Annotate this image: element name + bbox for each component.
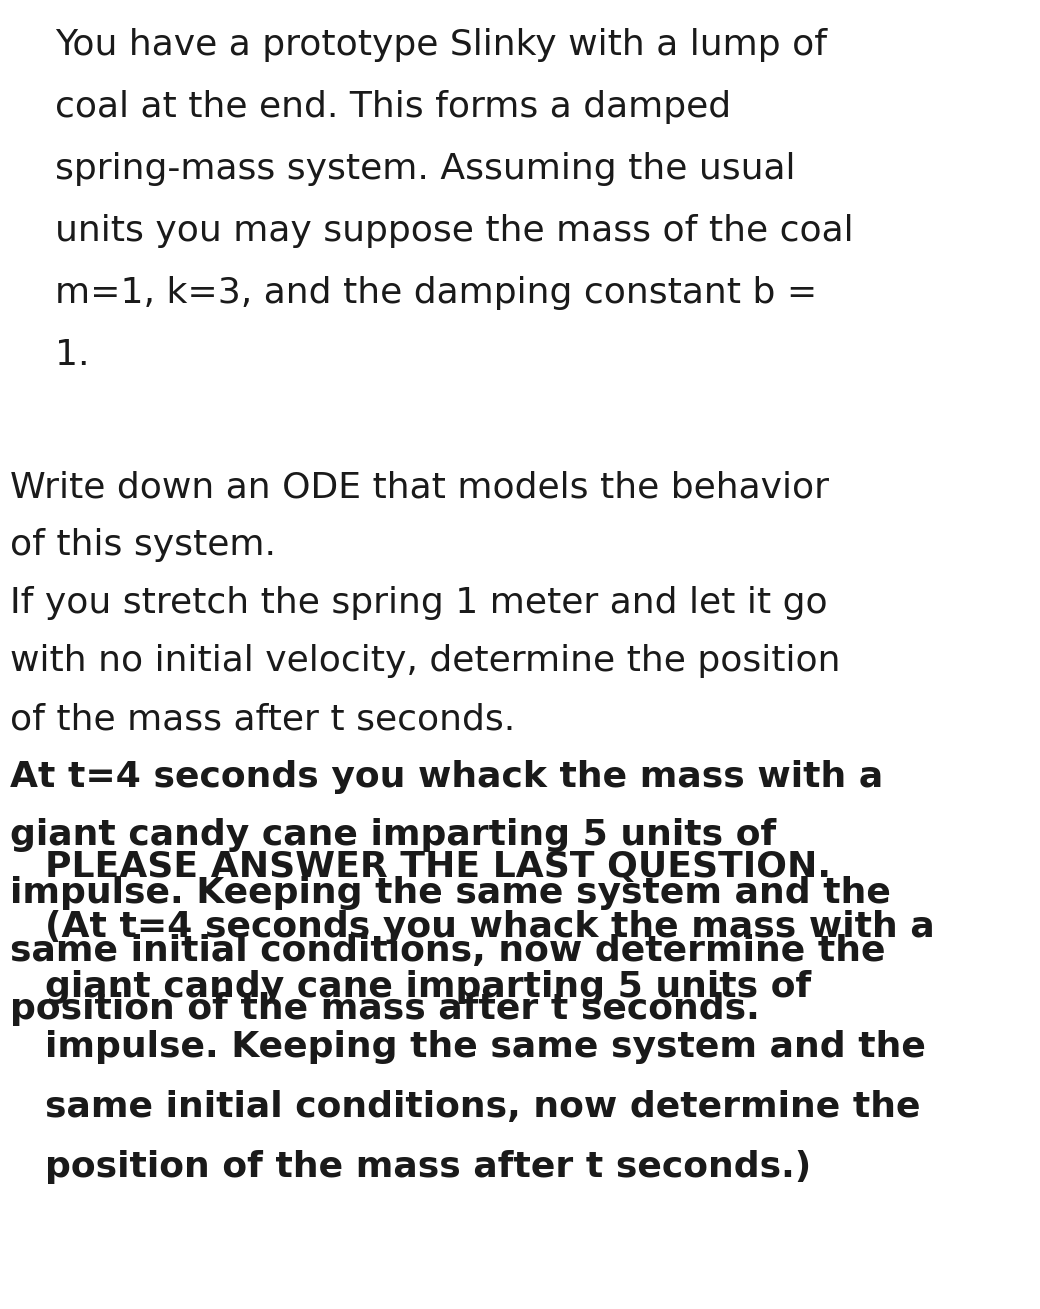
Text: giant candy cane imparting 5 units of: giant candy cane imparting 5 units of: [10, 818, 776, 852]
Text: PLEASE ANSWER THE LAST QUESTION.: PLEASE ANSWER THE LAST QUESTION.: [45, 850, 831, 884]
Text: same initial conditions, now determine the: same initial conditions, now determine t…: [10, 935, 885, 967]
Text: same initial conditions, now determine the: same initial conditions, now determine t…: [45, 1090, 920, 1124]
Text: position of the mass after t seconds.): position of the mass after t seconds.): [45, 1151, 811, 1185]
Text: units you may suppose the mass of the coal: units you may suppose the mass of the co…: [55, 213, 854, 247]
Text: impulse. Keeping the same system and the: impulse. Keeping the same system and the: [45, 1030, 926, 1064]
Text: coal at the end. This forms a damped: coal at the end. This forms a damped: [55, 90, 731, 124]
Text: Write down an ODE that models the behavior: Write down an ODE that models the behavi…: [10, 470, 829, 504]
Text: If you stretch the spring 1 meter and let it go: If you stretch the spring 1 meter and le…: [10, 586, 828, 620]
Text: impulse. Keeping the same system and the: impulse. Keeping the same system and the: [10, 876, 891, 910]
Text: position of the mass after t seconds.: position of the mass after t seconds.: [10, 992, 760, 1026]
Text: You have a prototype Slinky with a lump of: You have a prototype Slinky with a lump …: [55, 27, 827, 62]
Text: spring-mass system. Assuming the usual: spring-mass system. Assuming the usual: [55, 152, 796, 186]
Text: 1.: 1.: [55, 338, 89, 372]
Text: At t=4 seconds you whack the mass with a: At t=4 seconds you whack the mass with a: [10, 761, 883, 795]
Text: (At t=4 seconds you whack the mass with a: (At t=4 seconds you whack the mass with …: [45, 910, 935, 944]
Text: of the mass after t seconds.: of the mass after t seconds.: [10, 702, 515, 736]
Text: m=1, k=3, and the damping constant b =: m=1, k=3, and the damping constant b =: [55, 276, 817, 310]
Text: with no initial velocity, determine the position: with no initial velocity, determine the …: [10, 644, 840, 678]
Text: giant candy cane imparting 5 units of: giant candy cane imparting 5 units of: [45, 970, 811, 1004]
Text: of this system.: of this system.: [10, 528, 276, 562]
